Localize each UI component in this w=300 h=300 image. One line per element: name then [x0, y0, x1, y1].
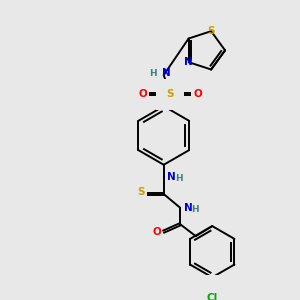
- Text: N: N: [184, 57, 193, 67]
- Text: H: H: [149, 69, 156, 78]
- Text: O: O: [193, 89, 202, 99]
- Text: O: O: [139, 89, 147, 99]
- Text: H: H: [191, 205, 199, 214]
- Text: S: S: [167, 89, 174, 99]
- Text: N: N: [162, 68, 171, 78]
- Text: H: H: [175, 174, 182, 183]
- Text: N: N: [184, 203, 193, 213]
- Text: S: S: [207, 26, 215, 36]
- Text: N: N: [167, 172, 176, 182]
- Text: S: S: [137, 187, 145, 197]
- Text: O: O: [152, 226, 161, 237]
- Text: Cl: Cl: [207, 293, 218, 300]
